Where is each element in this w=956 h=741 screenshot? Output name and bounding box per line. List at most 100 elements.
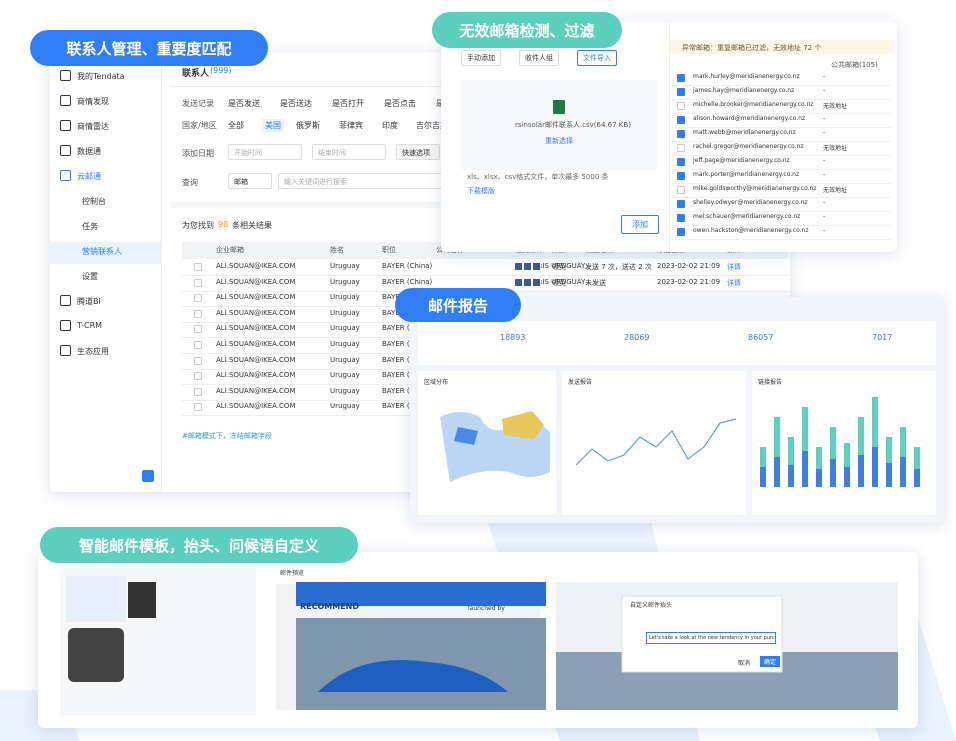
table-cell: ALI.SOUAN@IKEA.COM	[216, 340, 296, 348]
sidebar-item: 营销联系人	[82, 247, 122, 256]
row-divider	[671, 85, 891, 86]
sidebar-item: 生态应用	[77, 347, 109, 356]
list-area	[669, 22, 897, 252]
email-status: -	[823, 115, 826, 122]
table-cell: ALI.SOUAN@IKEA.COM	[216, 308, 296, 317]
row-divider	[671, 127, 891, 128]
row-checkbox	[194, 278, 202, 287]
email-address: owen.hackston@meridianenergy.co.nz	[693, 227, 809, 234]
table-cell: Uruguay	[330, 386, 360, 395]
upload-hint: xls、xlsx、csv格式文件，单次最多 5000 条	[467, 173, 609, 181]
sidebar-icon	[60, 145, 71, 156]
result-suffix: 条相关结果	[232, 221, 272, 230]
contacts-title: 联系人	[182, 69, 210, 79]
filter-option: 印度	[382, 121, 398, 130]
email-address: mark.hurley@meridianenergy.co.nz	[693, 73, 800, 80]
feature-badge: 联系人管理、重要度匹配	[30, 30, 268, 66]
sidebar-item: 控制台	[82, 197, 106, 206]
sidebar-item: T-CRM	[77, 321, 103, 330]
social-icons	[515, 263, 541, 270]
sidebar-icon	[60, 295, 71, 306]
email-checkbox	[677, 102, 685, 110]
email-checkbox	[677, 88, 685, 96]
result-prefix: 为您找到	[182, 221, 214, 230]
reselect-link: 重新选择	[545, 137, 573, 145]
sidebar-item: 商情雷达	[77, 122, 109, 131]
row-checkbox	[194, 387, 202, 396]
table-cell: ALI.SOUAN@IKEA.COM	[216, 402, 296, 411]
row-checkbox	[194, 341, 202, 349]
email-status: -	[823, 171, 826, 178]
upload-box	[461, 80, 657, 170]
stat-value: 28069	[624, 333, 650, 342]
filter-option: 吉尔吉斯斯坦	[416, 121, 464, 130]
collapse-button	[142, 470, 154, 482]
email-address: mark.porter@meridianenergy.co.nz	[693, 171, 800, 178]
row-divider	[671, 225, 891, 226]
sidebar-item: 数据通	[77, 147, 101, 156]
email-checkbox	[677, 172, 685, 180]
email-address: mike.goldsworthy@meridianenergy.co.nz	[693, 185, 817, 192]
sidebar-icon	[60, 320, 71, 331]
filter-option: 是否点击	[384, 99, 416, 108]
sidebar-icon	[60, 345, 71, 356]
recommend-text: RECOMMEND	[300, 602, 360, 611]
filter-option: 是否发送	[228, 99, 260, 108]
email-checkbox	[677, 130, 685, 138]
row-divider	[182, 275, 788, 276]
row-checkbox	[194, 372, 202, 381]
table-cell: ALI.SOUAN@IKEA.COM	[216, 262, 296, 270]
social-icons	[515, 278, 541, 286]
sidebar-item: 云邮通	[77, 172, 101, 181]
sidebar-active	[50, 242, 162, 264]
table-cell: 发送 7 次，送达 2 次	[585, 263, 652, 271]
feature-badge: 无效邮箱检测、过滤	[432, 12, 622, 48]
row-checkbox	[194, 356, 202, 365]
sidebar-icon	[60, 70, 71, 81]
row-divider	[671, 141, 891, 142]
table-cell: 详情	[727, 263, 741, 271]
email-status: -	[823, 87, 826, 94]
row-divider	[671, 99, 891, 100]
sidebar-icon	[60, 95, 71, 106]
templates-decoration	[60, 566, 898, 716]
public-filter: 公共邮箱(105)	[831, 61, 878, 69]
table-header: 企业邮箱	[216, 246, 244, 254]
row-divider	[671, 169, 891, 170]
email-status: -	[823, 227, 826, 234]
launched-text: launched by	[468, 605, 505, 612]
table-cell: 2023-02-02 21:09	[657, 277, 721, 286]
table-cell: BAYER (China)	[382, 277, 433, 286]
notice-bar: 异常邮箱：重复邮箱已过滤，无效地址 72 个	[670, 40, 894, 54]
table-header: 姓名	[330, 246, 344, 254]
email-checkbox	[677, 158, 685, 166]
preview-label: 邮件预览	[280, 570, 305, 577]
file-name: rsinsolar邮件联系人.csv(64.67 KB)	[515, 121, 631, 129]
feature-badge: 智能邮件模板，抬头、问候语自定义	[40, 527, 358, 563]
row-divider	[671, 211, 891, 212]
email-address: rachel.gregor@meridianenergy.co.nz	[693, 143, 804, 150]
row-checkbox	[194, 325, 202, 334]
table-cell: Uruguay	[330, 371, 360, 380]
filter-option: 美国	[262, 119, 284, 132]
sidebar-icon	[60, 170, 71, 181]
filter-input: 邮箱	[228, 173, 272, 189]
stat-value: 18893	[500, 333, 526, 342]
table-cell: Uruguay	[330, 308, 360, 317]
email-address: michelle.brooker@meridianenergy.co.nz	[693, 101, 814, 108]
chart-title: 发送报告	[568, 379, 593, 386]
email-status: -	[823, 73, 826, 80]
email-status: 无效地址	[823, 103, 848, 110]
greeting-input: Let's take a look at the new tendency in…	[646, 632, 776, 644]
email-address: jeff.page@meridianenergy.co.nz	[693, 157, 790, 164]
sidebar-item: 设置	[82, 272, 98, 281]
excel-icon	[553, 100, 565, 114]
email-status: -	[823, 129, 826, 136]
email-status: 无效地址	[823, 145, 848, 152]
email-status: 无效地址	[823, 187, 848, 194]
table-cell: 2023-02-02 21:09	[657, 262, 721, 270]
table-cell: Uruguay	[330, 355, 360, 364]
table-cell: BAYER (China)	[382, 355, 433, 364]
row-checkbox	[194, 309, 202, 318]
